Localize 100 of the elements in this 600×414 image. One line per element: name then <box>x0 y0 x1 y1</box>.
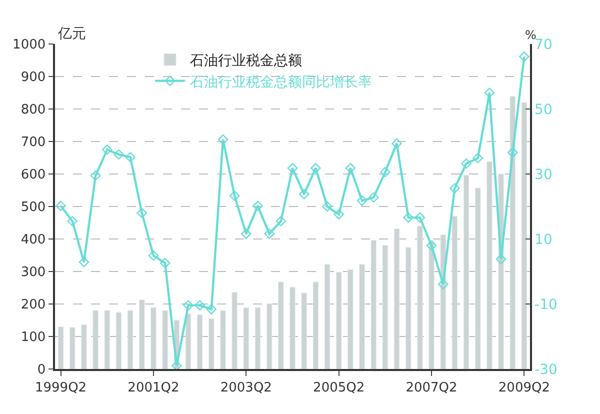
point <box>287 163 298 174</box>
y2-axis-title: % <box>525 28 536 42</box>
point <box>472 152 484 164</box>
point <box>194 300 205 310</box>
point <box>172 360 182 369</box>
bar <box>510 96 516 369</box>
legend-label: 石油行业税金总额 <box>190 53 302 70</box>
point <box>252 200 263 211</box>
point <box>78 256 90 268</box>
point <box>56 200 66 211</box>
bar <box>92 310 98 369</box>
y-tick-label: 0 <box>37 362 46 378</box>
point <box>276 216 286 226</box>
bar <box>312 282 319 369</box>
y2-tick-label: 30 <box>534 166 552 183</box>
bar <box>139 300 145 369</box>
bar <box>127 310 134 369</box>
y-tick-label: 800 <box>20 102 46 118</box>
y-tick-label: 500 <box>20 200 46 216</box>
x-tick-label: 2007Q2 <box>406 380 458 396</box>
point <box>136 208 148 218</box>
point <box>114 149 124 160</box>
y2-tick-label: -30 <box>534 362 558 378</box>
point <box>229 190 240 201</box>
bar <box>475 188 481 369</box>
bar <box>81 324 87 369</box>
point <box>507 147 518 158</box>
bar <box>301 292 307 369</box>
bar <box>58 326 64 369</box>
y2-tick-label: 10 <box>534 232 552 248</box>
x-tick-label: 1999Q2 <box>34 380 87 396</box>
bar <box>463 175 470 369</box>
point <box>160 258 170 268</box>
bar <box>185 314 192 369</box>
bar <box>406 247 412 369</box>
bar <box>486 161 492 369</box>
point <box>218 134 228 145</box>
point <box>438 279 448 290</box>
y-tick-label: 900 <box>20 70 46 86</box>
point <box>67 216 78 226</box>
bar <box>521 102 528 369</box>
bar <box>278 282 284 369</box>
bar <box>162 310 168 369</box>
point <box>356 196 368 206</box>
point <box>461 158 472 169</box>
bar <box>220 310 226 369</box>
bar <box>208 318 214 369</box>
bar <box>150 307 156 369</box>
y-tick-label: 100 <box>20 330 46 346</box>
bar <box>324 264 330 369</box>
y-tick-label: 200 <box>20 298 46 313</box>
point <box>298 189 310 200</box>
x-tick-label: 2001Q2 <box>128 380 180 396</box>
point <box>380 166 390 178</box>
point <box>519 52 530 62</box>
bar <box>348 269 354 369</box>
bar <box>243 307 250 369</box>
y-tick-label: 400 <box>20 232 46 248</box>
y-tick-label: 600 <box>20 168 46 183</box>
y2-tick-label: 70 <box>534 36 552 53</box>
y-axis-title: 亿元 <box>57 26 86 42</box>
point <box>264 228 274 239</box>
point <box>310 163 321 174</box>
bar <box>266 303 272 369</box>
point <box>183 300 194 310</box>
bar <box>336 272 342 369</box>
bar <box>452 216 458 369</box>
y-tick-label: 1000 <box>12 38 46 53</box>
point <box>403 212 414 223</box>
x-tick-label: 2009Q2 <box>498 380 550 396</box>
point <box>392 138 402 149</box>
point <box>345 163 356 174</box>
point <box>484 88 495 98</box>
x-tick-label: 2005Q2 <box>313 380 365 396</box>
point <box>426 240 437 251</box>
y-tick-label: 700 <box>20 135 46 150</box>
point <box>241 228 252 239</box>
legend-label: 石油行业税金总额同比增长率 <box>190 74 372 90</box>
bar <box>196 314 203 369</box>
bar <box>254 307 261 369</box>
point <box>148 250 159 261</box>
point <box>368 192 379 203</box>
bar <box>370 240 376 369</box>
bar <box>428 242 434 369</box>
point <box>414 212 426 223</box>
bar <box>104 310 110 369</box>
point <box>125 152 136 162</box>
bar <box>382 244 388 369</box>
bar <box>359 264 365 369</box>
point <box>90 170 101 181</box>
bar <box>232 292 238 369</box>
point <box>496 254 506 264</box>
point <box>450 183 460 194</box>
y2-tick-label: 50 <box>534 102 552 118</box>
point <box>322 201 332 212</box>
y2-tick-label: -10 <box>534 296 558 313</box>
x-tick-label: 2003Q2 <box>220 380 272 396</box>
bar <box>116 312 122 369</box>
point <box>102 144 112 155</box>
bar <box>70 327 76 369</box>
